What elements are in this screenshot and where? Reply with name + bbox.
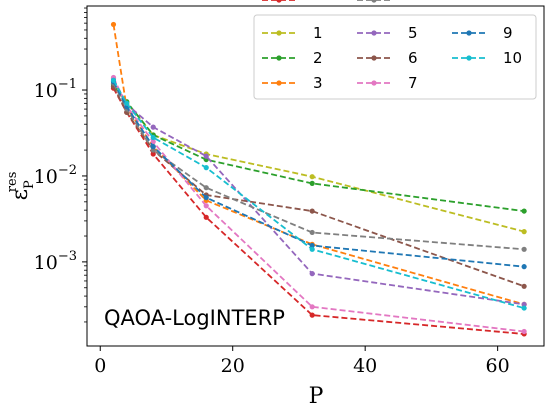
legend-swatch-marker xyxy=(371,55,377,61)
data-point xyxy=(309,208,315,214)
legend-swatch-marker xyxy=(276,30,282,36)
series-line xyxy=(112,85,525,233)
legend-swatch-marker xyxy=(371,0,377,3)
legend-item-5: 5 xyxy=(357,24,418,42)
legend-label: 3 xyxy=(313,74,323,92)
data-point xyxy=(309,304,315,310)
legend-frame xyxy=(253,14,537,100)
legend-item-6: 6 xyxy=(357,49,418,67)
data-point xyxy=(309,180,315,186)
data-point xyxy=(521,246,527,252)
data-point xyxy=(203,194,209,201)
data-point xyxy=(150,124,156,130)
y-axis-label-sup: res xyxy=(5,172,20,193)
series-line xyxy=(112,84,525,212)
data-point xyxy=(521,283,527,289)
y-tick-label: 10−2 xyxy=(34,163,77,188)
legend-label: 1 xyxy=(313,24,323,42)
legend-swatch-marker xyxy=(371,30,377,36)
data-point xyxy=(203,165,209,171)
legend-label: 4 xyxy=(313,0,323,4)
data-point xyxy=(521,301,527,308)
legend-swatch-marker xyxy=(276,0,282,3)
legend-item-9: 9 xyxy=(452,24,513,42)
data-point xyxy=(521,328,527,335)
data-point xyxy=(309,312,315,318)
legend-label: 5 xyxy=(408,24,418,42)
x-tick-label: 20 xyxy=(221,355,245,377)
data-point xyxy=(203,214,209,220)
legend-label: 2 xyxy=(313,49,323,67)
data-point xyxy=(309,229,315,236)
data-point xyxy=(110,21,117,28)
legend-label: 7 xyxy=(408,74,418,92)
data-point xyxy=(521,264,527,270)
data-point xyxy=(203,153,209,159)
x-tick-label: 0 xyxy=(94,355,106,377)
chart-annotation: QAOA-LogINTERP xyxy=(104,306,285,330)
legend: 1 2 3 4 5 6 7 8 9 10 xyxy=(253,0,537,100)
series-line xyxy=(112,81,525,268)
series-line xyxy=(112,77,525,333)
legend-swatch-marker xyxy=(371,80,377,86)
data-point xyxy=(309,271,315,277)
legend-swatch-marker xyxy=(466,30,472,36)
y-axis-label-sub: P xyxy=(22,180,37,189)
legend-swatch-marker xyxy=(276,55,282,61)
series-6 xyxy=(110,83,527,289)
series-4 xyxy=(110,85,527,337)
data-point xyxy=(309,174,315,180)
series-10 xyxy=(110,77,527,311)
series-line xyxy=(112,78,525,306)
data-point xyxy=(521,229,527,235)
series-1 xyxy=(110,83,527,235)
series-8 xyxy=(110,80,527,252)
legend-label: 9 xyxy=(503,24,513,42)
data-point xyxy=(309,242,315,249)
x-tick-label: 40 xyxy=(353,355,377,377)
data-point xyxy=(150,147,156,153)
y-tick-label: 10−3 xyxy=(34,249,77,274)
legend-item-1: 1 xyxy=(262,24,323,42)
y-axis-label: εPres xyxy=(5,172,37,201)
series-9 xyxy=(110,79,527,270)
legend-item-4: 4 xyxy=(262,0,323,4)
legend-label: 10 xyxy=(503,49,522,67)
data-point xyxy=(150,151,156,157)
legend-label: 8 xyxy=(408,0,418,4)
legend-swatch-marker xyxy=(276,80,282,86)
legend-item-3: 3 xyxy=(262,74,323,92)
legend-item-8: 8 xyxy=(357,0,418,4)
data-point xyxy=(110,77,117,83)
x-tick-label: 60 xyxy=(486,355,510,377)
data-point xyxy=(203,185,209,191)
series-line xyxy=(112,79,525,309)
legend-item-2: 2 xyxy=(262,49,323,67)
data-point xyxy=(124,100,130,106)
chart-marks xyxy=(110,21,527,337)
series-5 xyxy=(110,76,527,308)
legend-item-7: 7 xyxy=(357,74,418,92)
legend-swatch-marker xyxy=(466,55,472,61)
data-point xyxy=(309,246,315,252)
data-point xyxy=(203,203,209,209)
data-point xyxy=(521,305,527,311)
legend-item-10: 10 xyxy=(452,49,522,67)
legend-label: 6 xyxy=(408,49,418,67)
axis-ticks: 0 20 40 60 10−1 10−2 10−3 xyxy=(34,7,510,377)
data-point xyxy=(521,208,527,214)
series-line xyxy=(112,82,525,251)
y-axis-label-base: ε xyxy=(8,189,33,200)
data-point xyxy=(150,134,156,141)
y-tick-label: 10−1 xyxy=(34,77,77,102)
x-axis-label: P xyxy=(309,384,324,409)
series-line xyxy=(112,87,525,335)
series-line xyxy=(112,86,525,288)
data-point xyxy=(150,143,156,150)
